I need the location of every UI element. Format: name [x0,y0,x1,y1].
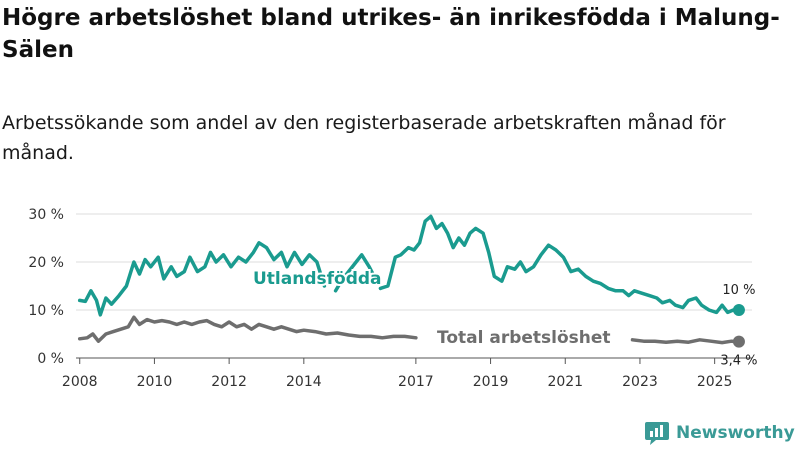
newsworthy-logo: Newsworthy [644,420,795,446]
x-tick-label: 2025 [697,374,733,390]
series-line-utlandsf-dda [77,241,327,317]
x-tick-label: 2010 [137,374,173,390]
series-labels: Utlandsfödda Total arbetslöshet 10 % 3,4 % [251,267,758,369]
x-tick-label: 2019 [473,374,509,390]
chart-subtitle: Arbetssökande som andel av den registerb… [2,112,726,164]
x-tick-label: 2014 [286,374,322,390]
y-tick-label: 0 % [37,351,64,367]
y-tick-label: 20 % [28,255,64,271]
x-tick-label: 2017 [398,374,434,390]
chart-title: Högre arbetslöshet bland utrikes- än inr… [2,5,780,63]
series-line-utlandsf-dda [378,214,741,315]
x-axis: 2008 2010 2012 2014 2017 2019 2021 2023 2025 [62,357,752,390]
series-label-total: Total arbetslöshet [437,328,611,348]
series-line-total-arbetsl-shet [630,338,741,345]
newsworthy-chart-icon [645,422,669,445]
end-label-utlandsfodda: 10 % [722,283,755,298]
y-axis-ticks: 0 % 10 % 20 % 30 % [28,207,64,367]
x-tick-label: 2021 [547,374,583,390]
x-tick-label: 2012 [211,374,247,390]
series-lines [77,214,745,348]
series-label-utlandsfodda: Utlandsfödda [253,269,382,289]
series-endpoint-utlandsf-dda [732,304,745,316]
end-label-total: 3,4 % [720,354,757,369]
y-tick-label: 10 % [28,303,64,319]
series-line-total-arbetsl-shet [77,315,418,343]
x-tick-label: 2008 [62,374,98,390]
y-tick-label: 30 % [28,207,64,223]
series-endpoint-total-arbetsl-shet [732,335,745,348]
brand-name: Newsworthy [676,423,795,443]
series-line-utlandsf-dda [333,253,379,293]
x-tick-label: 2023 [622,374,658,390]
